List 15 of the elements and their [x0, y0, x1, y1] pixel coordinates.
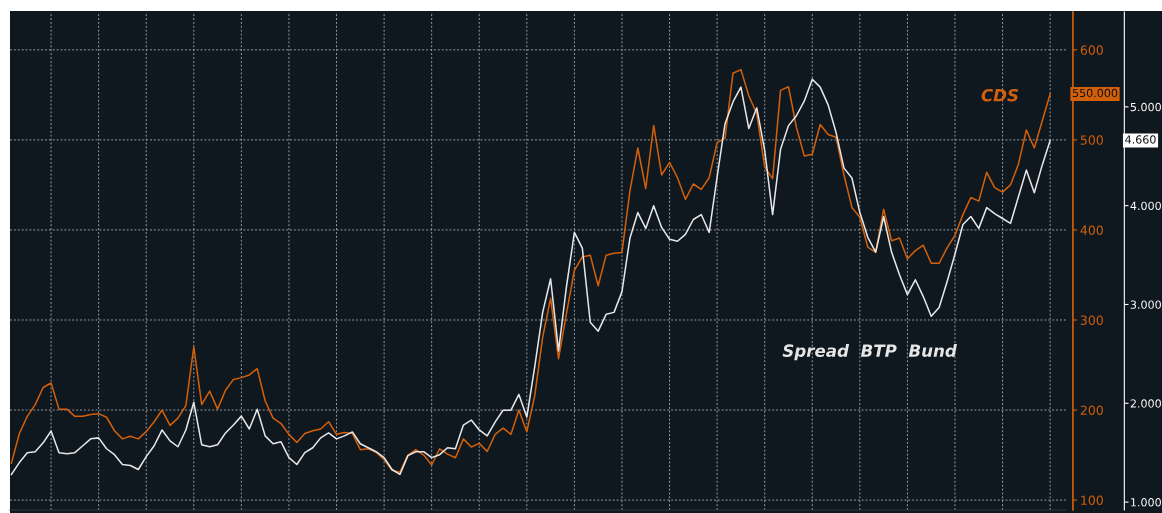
y-tick-label: 400: [1080, 225, 1103, 235]
y2-tick-label: 5.000: [1130, 102, 1161, 112]
text: 550.000: [1072, 88, 1118, 98]
y2-tick-label: 3.000: [1130, 300, 1161, 309]
y-tick-label: 600: [1080, 45, 1103, 55]
y-tick-label: 100: [1081, 495, 1103, 506]
y2-tick-label: 1.000: [1131, 498, 1161, 507]
y-tick-label: 200: [1080, 405, 1103, 415]
y2-tick-label: 2.000: [1130, 399, 1161, 408]
y-tick-label: 500: [1080, 135, 1103, 145]
text: Spread BTP Bund: [782, 344, 957, 361]
series-label: CDS: [981, 88, 1019, 102]
y-tick-label: 300: [1080, 315, 1103, 325]
y2-tick-label: 4.000: [1130, 201, 1161, 211]
text: 4.660: [1125, 135, 1156, 144]
